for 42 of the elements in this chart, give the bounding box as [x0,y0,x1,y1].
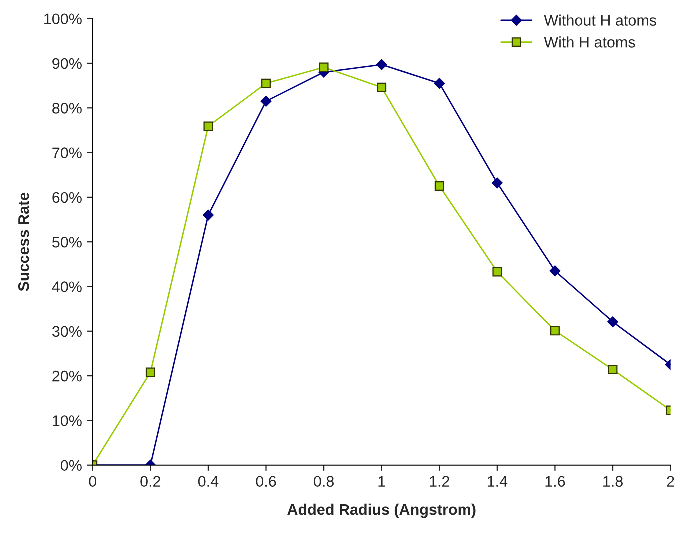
y-tick-label: 20% [52,370,82,382]
x-tick-label: 2 [667,476,674,487]
x-axis-title: Added Radius (Angstrom) [288,504,476,518]
y-tick-label: 80% [52,103,82,114]
x-tick-label: 0.6 [256,476,276,488]
y-tick-label: 70% [52,148,82,158]
x-tick-label: 0.8 [314,476,334,488]
point [377,82,387,92]
point [492,267,502,277]
point [550,326,560,336]
legend-label: With H atoms [544,36,636,48]
point [146,368,156,378]
point [319,62,329,72]
y-tick-label: 40% [52,282,82,292]
legend-label: Without H atoms [544,14,657,26]
point [204,122,214,132]
y-axis-title: Success Rate [18,192,30,292]
y-tick-label: 30% [52,326,82,338]
point [376,59,388,70]
point [260,96,272,107]
point [550,266,561,277]
point [434,182,444,192]
point [608,316,618,328]
point [434,78,446,90]
x-tick-label: 0.2 [140,476,161,488]
y-tick-label: 100% [44,14,82,25]
y-tick-label: 90% [52,58,82,70]
y-tick-label: 60% [52,192,82,204]
point [608,365,618,375]
x-tick-label: 1 [378,476,386,487]
y-tick-label: 0% [60,460,82,472]
y-tick-label: 50% [52,236,82,248]
x-tick-label: 1.4 [488,476,508,487]
x-tick-label: 0 [89,476,97,488]
x-tick-label: 1.6 [546,476,566,488]
point [492,178,503,189]
x-tick-label: 1.8 [604,476,623,488]
point [203,210,214,221]
x-tick-label: 1.2 [430,476,450,487]
y-tick-label: 10% [53,416,82,426]
point [262,78,271,88]
x-tick-label: 0.4 [198,476,219,488]
